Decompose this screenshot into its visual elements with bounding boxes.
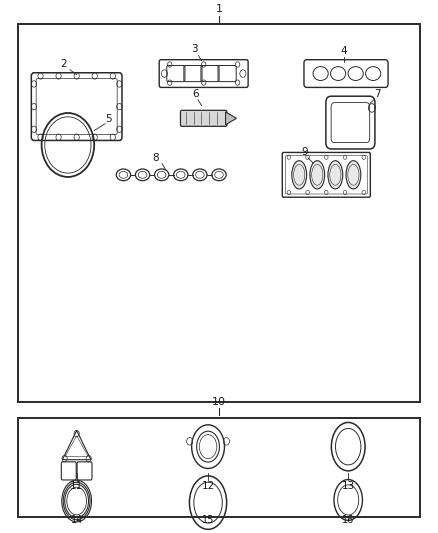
Polygon shape <box>226 112 237 125</box>
Ellipse shape <box>292 160 307 189</box>
Text: 9: 9 <box>301 147 308 157</box>
Bar <box>18 24 420 402</box>
Ellipse shape <box>312 164 323 185</box>
Text: 11: 11 <box>70 481 83 491</box>
Text: 6: 6 <box>192 88 199 99</box>
Text: 2: 2 <box>60 59 67 69</box>
Ellipse shape <box>330 164 341 185</box>
Ellipse shape <box>348 164 359 185</box>
Ellipse shape <box>310 160 325 189</box>
Ellipse shape <box>293 164 305 185</box>
Text: 7: 7 <box>374 89 381 99</box>
Text: 12: 12 <box>201 481 215 491</box>
Text: 1: 1 <box>215 4 223 14</box>
FancyBboxPatch shape <box>180 110 227 126</box>
Text: 8: 8 <box>152 152 159 163</box>
Text: 4: 4 <box>340 46 347 56</box>
Text: 15: 15 <box>202 515 214 526</box>
Text: 10: 10 <box>212 397 226 407</box>
Ellipse shape <box>346 160 361 189</box>
Text: 13: 13 <box>342 481 355 491</box>
Text: 14: 14 <box>71 515 83 526</box>
Bar <box>18 418 420 517</box>
Text: 5: 5 <box>105 114 112 124</box>
Text: 16: 16 <box>342 515 354 526</box>
Ellipse shape <box>328 160 343 189</box>
Text: 3: 3 <box>191 44 198 54</box>
